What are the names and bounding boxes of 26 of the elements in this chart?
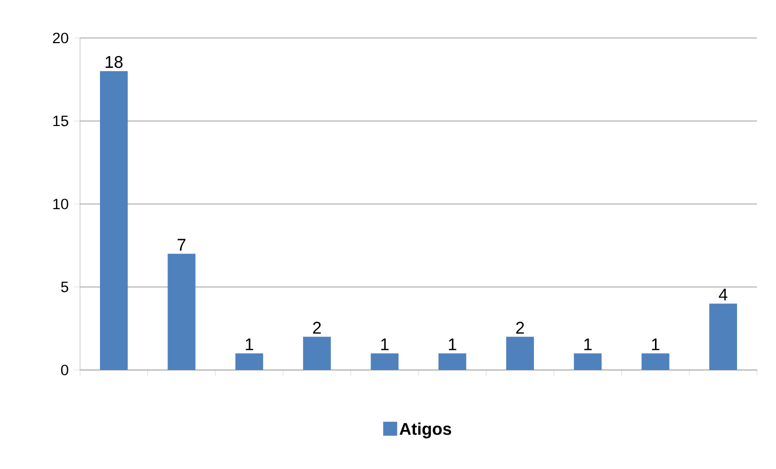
data-label: 1 xyxy=(652,338,660,350)
data-label: 1 xyxy=(246,338,254,350)
y-tick-label: 0 xyxy=(61,364,68,376)
bar xyxy=(100,71,128,370)
data-label: 2 xyxy=(516,322,524,334)
bar xyxy=(370,353,399,370)
y-tick-label: 5 xyxy=(61,282,68,292)
bar xyxy=(168,254,196,370)
data-label: 4 xyxy=(718,288,728,300)
y-tick-label: 15 xyxy=(53,116,68,126)
bar xyxy=(709,304,738,370)
legend-label: Atigos xyxy=(400,422,452,438)
bar xyxy=(303,336,331,370)
data-label: 18 xyxy=(106,56,123,68)
bar xyxy=(235,353,264,370)
bar xyxy=(642,353,670,370)
data-label: 1 xyxy=(381,338,389,350)
y-tick-label: 20 xyxy=(52,32,68,44)
data-label: 7 xyxy=(178,238,186,251)
bar xyxy=(438,353,466,370)
data-label: 2 xyxy=(313,322,321,334)
y-tick-label: 10 xyxy=(53,198,68,210)
data-label: 1 xyxy=(584,338,592,350)
bar xyxy=(506,336,534,370)
data-label: 1 xyxy=(448,338,456,350)
bar xyxy=(574,353,602,370)
